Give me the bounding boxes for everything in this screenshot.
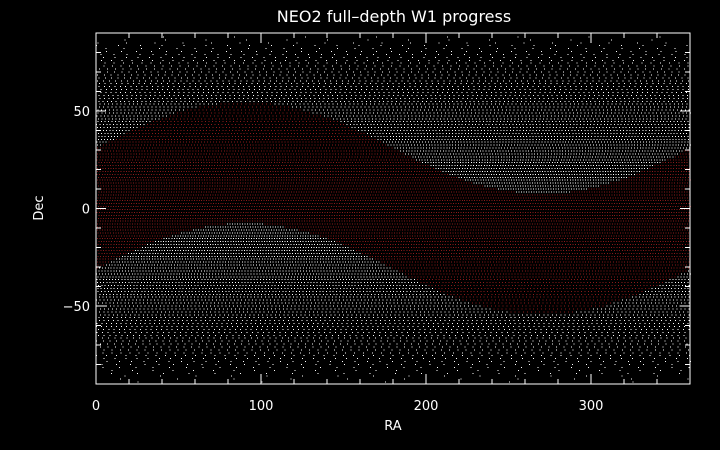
full-depth-band-points (96, 103, 691, 313)
axes-frame (95, 32, 691, 385)
x-tick-label: 100 (249, 399, 274, 414)
y-axis-label: Dec (32, 195, 47, 220)
y-tick-label: −50 (63, 300, 90, 315)
point-layer (96, 36, 691, 383)
all-sky-points (96, 36, 691, 383)
x-tick-label: 300 (579, 399, 604, 414)
tick-layer: 0 100 200 300 −50 0 50 (63, 32, 691, 414)
y-tick-label: 50 (73, 105, 90, 120)
x-tick-label: 200 (414, 399, 439, 414)
x-tick-label: 0 (92, 399, 100, 414)
chart-title: NEO2 full–depth W1 progress (277, 7, 511, 26)
x-axis-label: RA (384, 419, 402, 434)
y-tick-label: 0 (82, 203, 90, 218)
